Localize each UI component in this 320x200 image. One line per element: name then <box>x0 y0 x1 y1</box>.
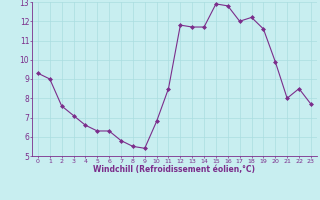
X-axis label: Windchill (Refroidissement éolien,°C): Windchill (Refroidissement éolien,°C) <box>93 165 255 174</box>
